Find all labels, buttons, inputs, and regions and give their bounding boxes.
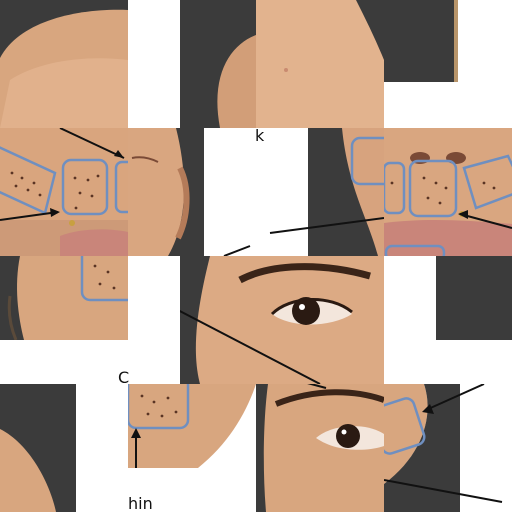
tile-nose-lip-right: [384, 128, 512, 256]
tile-cheek-nose-left: [0, 128, 128, 256]
tile-white-3: [128, 256, 180, 340]
tile-eye-side: [128, 128, 204, 256]
label-c: C: [118, 368, 130, 387]
tile-white-2: [204, 128, 308, 256]
tile-forehead-left: [0, 0, 128, 128]
tile-forehead-middle: [180, 0, 256, 128]
tile-jaw-left: [0, 256, 128, 340]
label-k: k: [255, 126, 265, 145]
eye-iris: [292, 297, 320, 325]
label-hin: hin: [128, 494, 153, 512]
tile-white-4: [384, 256, 436, 340]
chin-pore-box: [128, 384, 190, 430]
tile-white-1: [128, 0, 180, 128]
nose-side-box: [61, 158, 109, 216]
tile-dark-top-right: [384, 0, 458, 82]
tile-eye-left: [180, 256, 384, 384]
tile-cheek-bottom-right: [384, 384, 512, 512]
tile-dark-right: [436, 256, 512, 340]
tile-nose-right: [308, 128, 384, 256]
tile-chin-dark: [0, 384, 76, 512]
cheek-pore-box: [0, 146, 57, 215]
tile-eye-bottom: [256, 384, 384, 512]
tile-chin-box: [128, 384, 256, 468]
tile-forehead-right: [256, 0, 384, 128]
